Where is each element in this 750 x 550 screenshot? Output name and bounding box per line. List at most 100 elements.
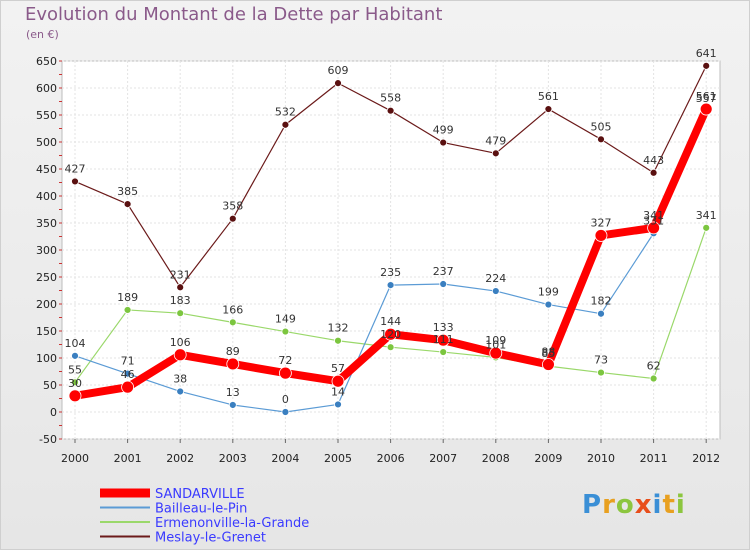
data-point <box>386 281 395 290</box>
y-tick-label: 400 <box>36 190 57 203</box>
data-point <box>71 378 79 387</box>
data-point <box>176 387 185 396</box>
data-label: 111 <box>433 333 454 346</box>
data-label: 327 <box>591 216 612 229</box>
data-label: 57 <box>331 362 345 375</box>
data-point <box>597 309 605 318</box>
data-label: 331 <box>643 214 664 227</box>
legend-label: SANDARVILLE <box>155 487 245 502</box>
legend-label: Bailleau-le-Pin <box>155 502 247 517</box>
data-label: 144 <box>380 315 401 328</box>
x-tick-label: 2004 <box>271 452 299 465</box>
data-point <box>123 306 132 314</box>
data-point <box>489 346 503 360</box>
logo-letter: x <box>634 490 653 520</box>
data-point <box>542 358 555 371</box>
logo-letter: o <box>615 490 635 520</box>
y-tick-label: 550 <box>36 109 57 122</box>
data-label: 561 <box>538 90 559 103</box>
data-label: 557 <box>696 92 717 105</box>
data-point <box>491 149 500 158</box>
data-point <box>281 408 290 416</box>
data-label: 358 <box>222 200 243 213</box>
logo-letter: t <box>662 490 676 520</box>
x-tick-label: 2008 <box>482 452 510 465</box>
x-tick-label: 2002 <box>166 452 194 465</box>
data-label: 149 <box>275 313 296 326</box>
logo-letter: r <box>602 490 616 520</box>
y-tick-label: 450 <box>36 163 57 176</box>
data-label: 104 <box>65 337 86 350</box>
data-label: 46 <box>121 368 135 381</box>
data-label: 71 <box>121 355 135 368</box>
data-label: 385 <box>117 185 138 198</box>
data-point <box>71 351 79 360</box>
data-label: 532 <box>275 106 296 119</box>
data-point <box>228 318 237 327</box>
data-point <box>334 79 342 88</box>
data-label: 72 <box>278 354 292 367</box>
x-tick-label: 2010 <box>587 452 615 465</box>
data-point <box>123 369 132 378</box>
data-label: 109 <box>485 334 506 347</box>
data-point <box>68 389 82 403</box>
data-point <box>649 374 658 383</box>
data-point <box>384 327 398 341</box>
data-label: 237 <box>433 265 454 278</box>
data-point <box>702 61 711 70</box>
data-label: 443 <box>643 154 664 167</box>
data-label: 235 <box>380 266 401 279</box>
legend-label: Ermenonville-la-Grande <box>155 516 309 531</box>
data-label: 85 <box>541 347 555 360</box>
y-tick-label: 200 <box>36 298 57 311</box>
y-tick-label: 150 <box>36 325 57 338</box>
data-point <box>228 214 237 223</box>
data-point <box>439 348 448 356</box>
proxiti-logo: Proxiti <box>582 490 686 520</box>
data-label: 231 <box>170 268 191 281</box>
x-tick-label: 2000 <box>61 452 89 465</box>
data-label: 561 <box>696 90 717 103</box>
data-point <box>228 401 237 409</box>
data-point <box>334 400 342 409</box>
data-label: 55 <box>68 363 82 376</box>
data-point <box>281 327 290 336</box>
logo-letter: P <box>582 490 603 520</box>
data-point <box>331 374 345 388</box>
data-point <box>386 106 395 115</box>
y-tick-label: 500 <box>36 136 57 149</box>
data-point <box>594 229 608 242</box>
y-tick-label: 250 <box>36 271 57 284</box>
data-point <box>544 300 553 309</box>
y-tick-label: 600 <box>36 82 57 95</box>
y-tick-label: 350 <box>36 217 57 230</box>
data-label: 224 <box>485 272 506 285</box>
data-point <box>281 120 290 129</box>
data-point <box>597 368 605 377</box>
data-point <box>278 366 292 380</box>
data-point <box>176 283 185 292</box>
data-label: 341 <box>696 209 717 222</box>
data-label: 62 <box>647 360 661 373</box>
data-point <box>699 102 713 116</box>
y-tick-label: 100 <box>36 352 57 365</box>
x-tick-label: 2011 <box>640 452 668 465</box>
data-point <box>647 221 660 235</box>
data-point <box>123 200 132 209</box>
data-label: 73 <box>594 354 608 367</box>
x-tick-label: 2006 <box>377 452 405 465</box>
data-label: 89 <box>226 345 240 358</box>
logo-letter: i <box>652 490 663 520</box>
x-tick-label: 2005 <box>324 452 352 465</box>
data-label: 14 <box>331 385 345 398</box>
data-label: 199 <box>538 286 559 299</box>
x-tick-label: 2007 <box>429 452 457 465</box>
y-tick-label: 650 <box>36 55 57 68</box>
y-tick-label: 300 <box>36 244 57 257</box>
data-label: 38 <box>173 372 187 385</box>
data-label: 166 <box>222 303 243 316</box>
y-tick-label: 50 <box>43 379 57 392</box>
data-point <box>597 135 605 144</box>
x-tick-label: 2012 <box>692 452 720 465</box>
